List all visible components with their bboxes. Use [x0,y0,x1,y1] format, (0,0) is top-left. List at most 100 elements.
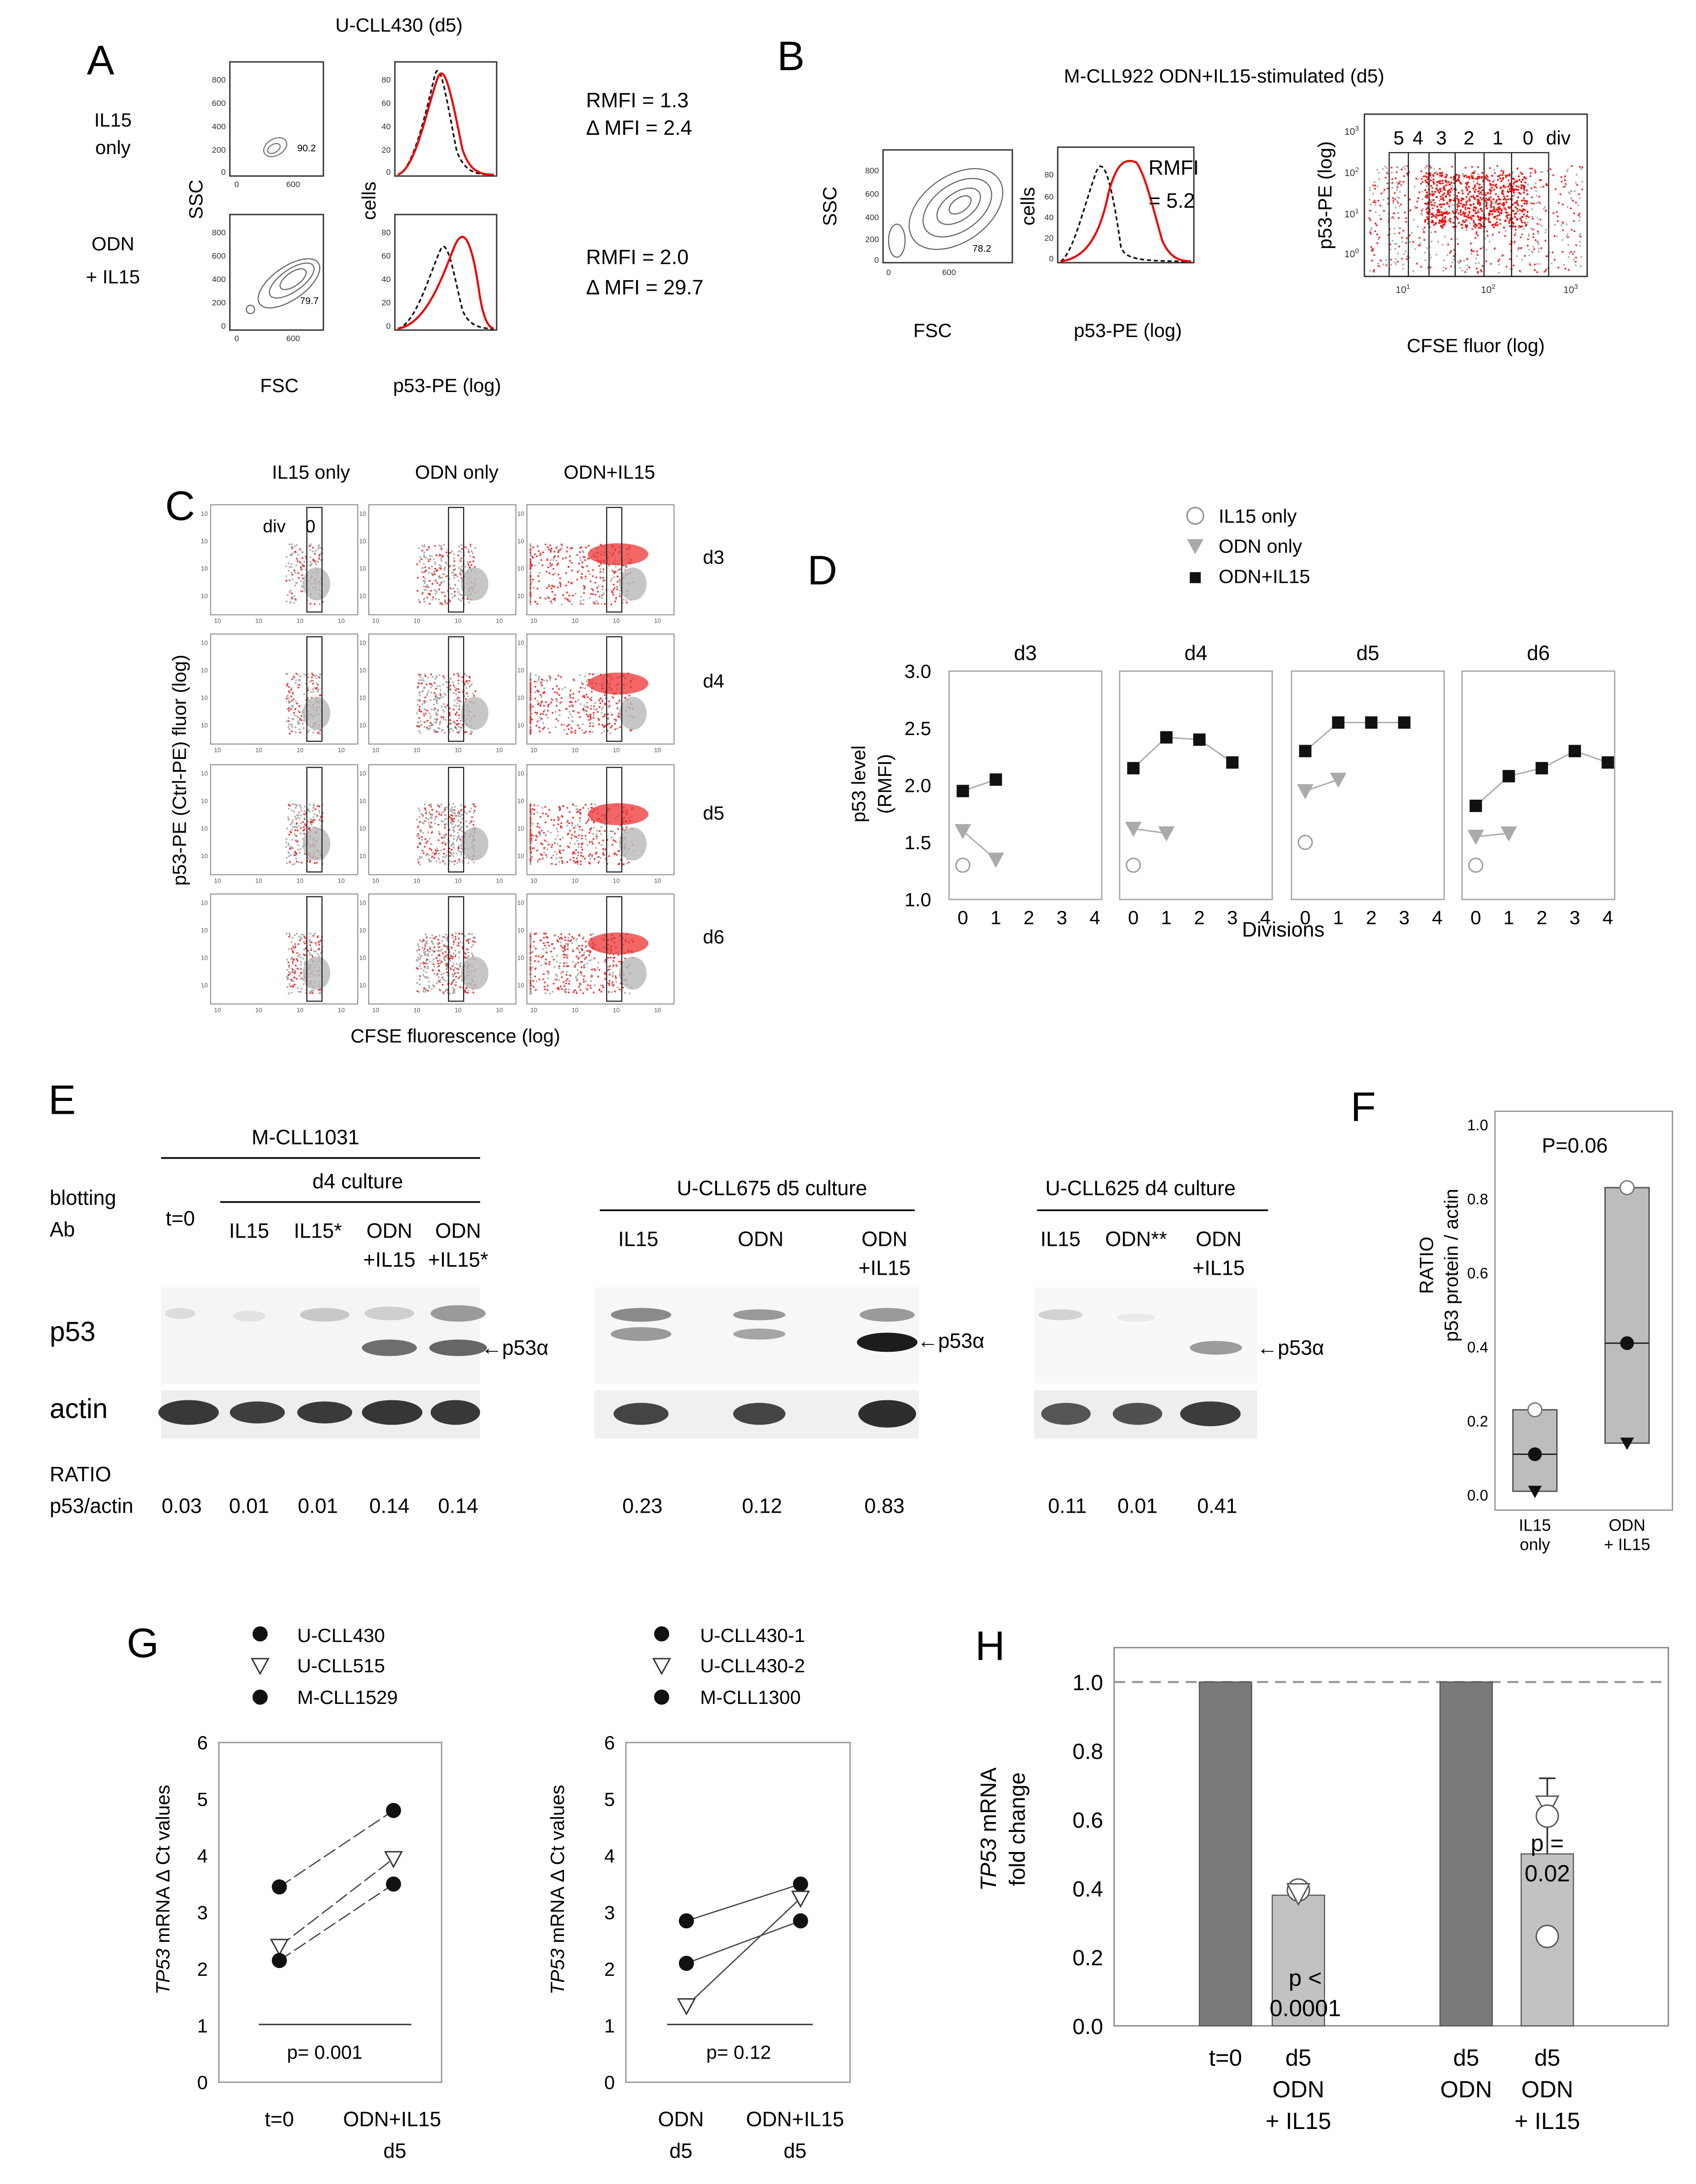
c-dot [445,823,447,825]
c-dot [589,828,591,830]
b-dot [1518,179,1520,181]
c-dot [422,815,424,817]
c-dot [459,559,461,561]
c-dot [442,821,444,823]
c-dot [596,708,598,710]
c-dot [530,678,531,680]
b-dot [1485,194,1487,196]
c-dot [303,941,305,943]
c-dot [533,587,535,589]
c-dot [425,988,426,990]
c-dot [423,823,425,824]
c-dot [604,830,606,832]
b-dot [1470,253,1472,255]
c-dot [530,817,531,818]
c-dot [429,838,431,840]
c-dot [446,807,447,808]
c-dot [548,597,550,599]
c-dot [317,953,319,955]
c-dot [589,829,591,832]
c-dot [416,835,418,837]
c-dot [300,590,302,592]
b-dot [1375,201,1376,204]
b-dot [1395,166,1398,168]
b-dot [1382,263,1384,265]
c-dot [442,555,444,558]
c-dot [443,592,445,593]
c-dot [593,673,595,675]
c-dot [287,708,290,711]
c-red-blob [588,803,649,825]
c-dot [619,590,621,592]
c-dot [451,973,453,975]
b-dot [1536,202,1538,204]
b-dot [1448,194,1451,197]
c-dot [546,558,548,560]
b-dot [1404,250,1407,252]
b-dot [1394,248,1396,250]
c-ytick: 10 [359,770,366,777]
c-dot [578,811,580,813]
c-dot [453,984,456,986]
b-dot [1516,208,1518,210]
c-dot [293,854,296,856]
c-dot [538,562,540,564]
c-dot [304,937,306,939]
b-dot [1374,230,1376,232]
c-dot [446,947,448,949]
c-dot [454,813,456,815]
c-dot [308,828,310,830]
c-dot [424,820,426,822]
c-dot [436,731,437,733]
c-dot [582,566,584,569]
c-dot [614,832,616,835]
b-dot [1414,248,1416,250]
c-dot [419,863,421,866]
c-dot [423,969,425,972]
c-dot [582,855,584,857]
c-dot [437,945,439,948]
c-dot [534,691,536,693]
c-dot [435,693,437,696]
b-dot [1399,191,1401,193]
c-dot [427,966,429,968]
b-dot [1493,188,1495,191]
c-dot [566,824,568,827]
c-dot [445,854,447,857]
c-dot [530,599,531,601]
b-dot [1453,177,1455,179]
b-dot [1402,268,1404,270]
c-dot [287,563,290,564]
c-dot [427,953,430,955]
c-dot [458,680,459,681]
c-dot [530,858,531,860]
c-xtick: 10 [338,618,345,625]
c-xtick: 10 [214,1007,221,1014]
c-dot [434,937,436,940]
c-dot [444,980,446,982]
b-dot [1570,229,1573,231]
c-dot [466,813,468,814]
c-dot [552,574,554,576]
b-dot [1401,168,1403,171]
c-dot [448,992,451,995]
c-dot [530,725,531,727]
c-dot [548,972,550,973]
c-dot [440,803,442,805]
b-dot [1499,174,1502,176]
c-dot [604,603,606,605]
c-dot [294,708,297,710]
c-dot [455,689,457,691]
c-xtick: 10 [654,747,661,754]
b-dot [1425,194,1427,196]
c-dot [468,551,470,553]
c-dot [608,855,610,857]
c-dot [530,824,531,827]
c-dot [530,684,531,686]
c-dot [301,590,304,592]
c-dot [304,954,306,957]
b-dot [1574,250,1576,253]
b-dot [1426,197,1428,199]
b-dot [1479,187,1481,189]
b-dot [1431,220,1434,221]
